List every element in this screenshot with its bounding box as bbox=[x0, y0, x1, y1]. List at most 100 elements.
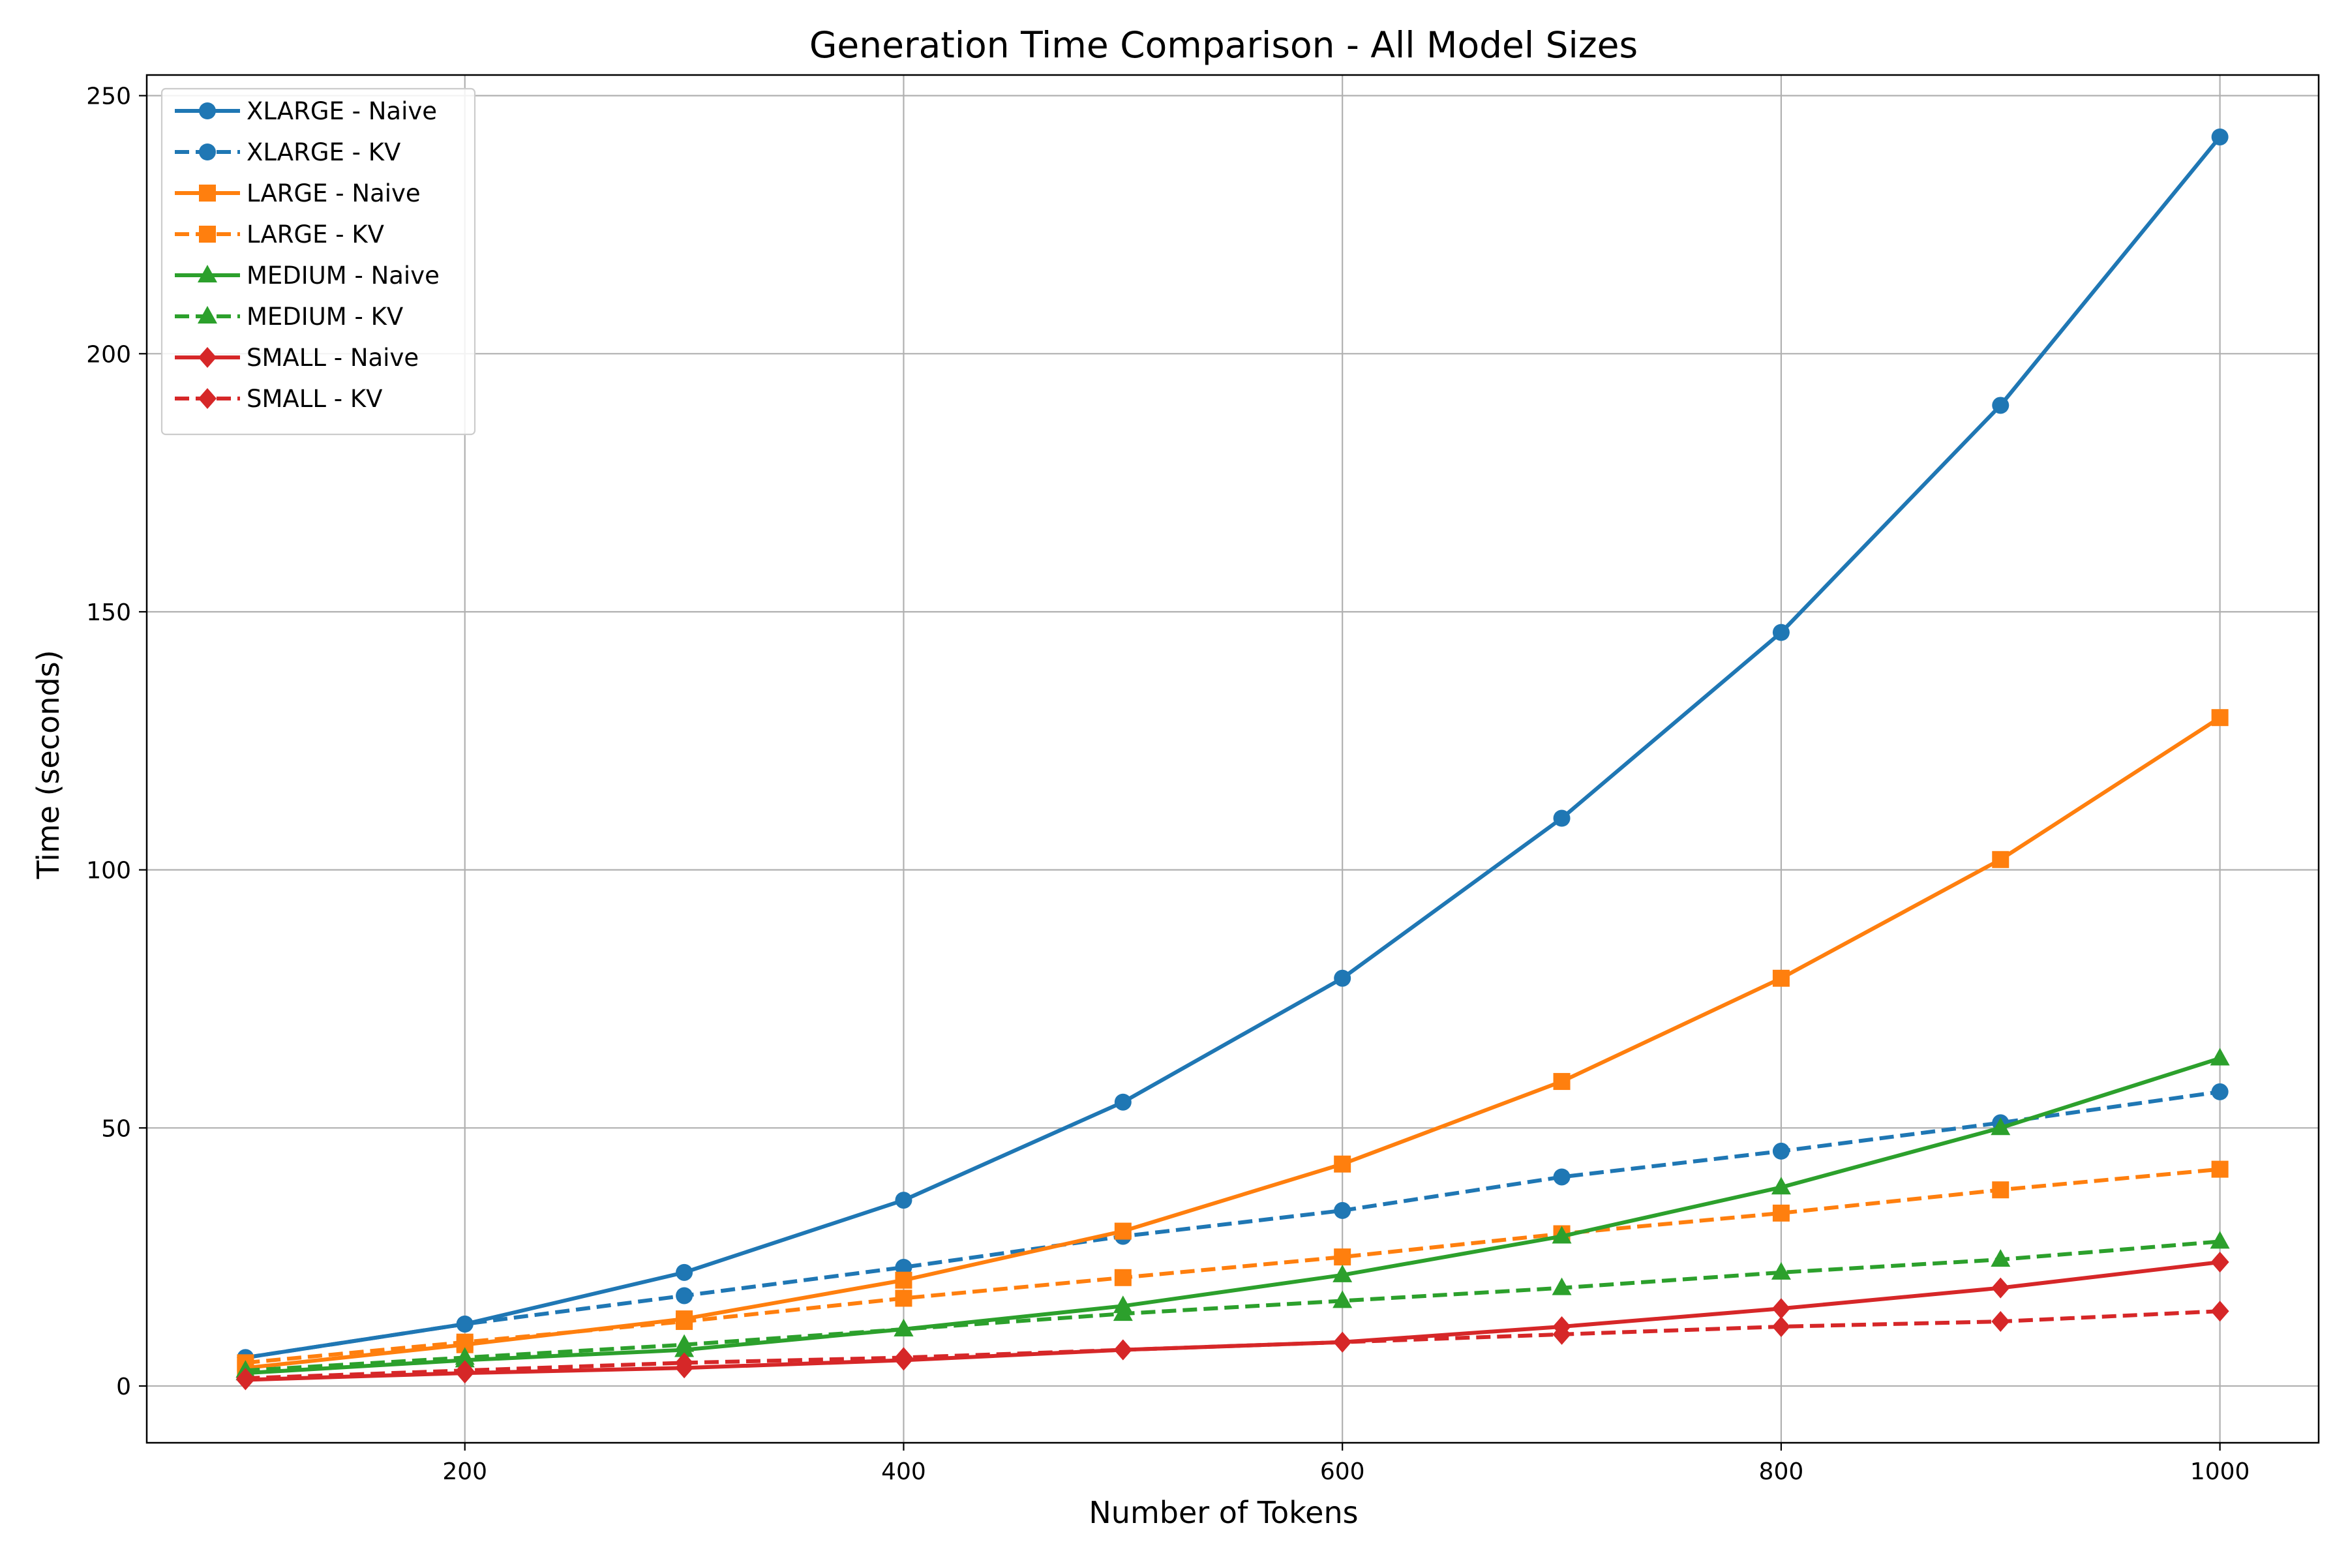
legend-label: MEDIUM - KV bbox=[247, 303, 403, 331]
data-point bbox=[456, 1315, 474, 1333]
data-point bbox=[2211, 1083, 2229, 1100]
series-line bbox=[245, 1239, 2220, 1373]
y-tick-label: 200 bbox=[86, 341, 131, 368]
data-point bbox=[1113, 1339, 1132, 1361]
data-point bbox=[676, 1287, 693, 1304]
data-point bbox=[894, 1347, 913, 1368]
legend-item: SMALL - Naive bbox=[175, 344, 419, 372]
y-tick-label: 100 bbox=[86, 858, 131, 884]
series-line bbox=[245, 1167, 2220, 1365]
data-point bbox=[1991, 1311, 2010, 1333]
data-point bbox=[1113, 1303, 1133, 1321]
data-point bbox=[1771, 1316, 1790, 1337]
legend-marker bbox=[199, 226, 216, 243]
y-tick-label: 150 bbox=[86, 599, 131, 626]
data-point bbox=[1552, 1226, 1572, 1244]
y-tick-label: 250 bbox=[86, 83, 131, 110]
data-point bbox=[1332, 1290, 1353, 1308]
x-tick-label: 1000 bbox=[2190, 1458, 2250, 1485]
data-point bbox=[2210, 1252, 2229, 1273]
y-tick-label: 0 bbox=[116, 1374, 131, 1400]
data-point bbox=[895, 1289, 912, 1307]
data-point bbox=[1334, 1248, 1351, 1266]
legend-item: LARGE - Naive bbox=[175, 179, 421, 207]
data-point bbox=[455, 1347, 475, 1365]
data-point bbox=[1991, 1117, 2011, 1136]
data-point bbox=[1333, 1331, 1352, 1353]
data-point bbox=[1992, 397, 2009, 414]
data-point bbox=[1114, 1269, 1132, 1286]
x-axis-title: Number of Tokens bbox=[1089, 1495, 1358, 1530]
data-point bbox=[1991, 1249, 2011, 1267]
legend-marker bbox=[198, 388, 217, 409]
series-line bbox=[245, 1089, 2221, 1360]
data-point bbox=[1992, 1181, 2009, 1199]
legend-item: XLARGE - Naive bbox=[175, 97, 437, 125]
data-point bbox=[1991, 1277, 2010, 1299]
data-point bbox=[1553, 1073, 1571, 1091]
data-point bbox=[236, 1368, 255, 1389]
data-point bbox=[455, 1360, 474, 1381]
data-point bbox=[1772, 1142, 1790, 1160]
x-tick-label: 800 bbox=[1759, 1458, 1804, 1485]
x-tick-label: 200 bbox=[442, 1458, 487, 1485]
series-line bbox=[245, 1056, 2221, 1376]
chart-title: Generation Time Comparison - All Model S… bbox=[809, 24, 1638, 66]
legend-item: MEDIUM - Naive bbox=[175, 262, 440, 290]
data-point bbox=[2210, 1231, 2230, 1249]
legend-marker bbox=[198, 306, 217, 324]
legend-item: LARGE - KV bbox=[175, 220, 384, 249]
legend-label: SMALL - Naive bbox=[247, 344, 419, 372]
data-point bbox=[1552, 1277, 1572, 1295]
data-point bbox=[1772, 1204, 1790, 1222]
data-point bbox=[676, 1263, 693, 1281]
series-small-kv bbox=[236, 1301, 2229, 1389]
legend-item: SMALL - KV bbox=[175, 385, 382, 413]
data-point bbox=[675, 1352, 694, 1374]
data-point bbox=[895, 1271, 912, 1289]
data-point bbox=[676, 1313, 693, 1331]
y-axis-title: Time (seconds) bbox=[31, 650, 66, 879]
legend-label: XLARGE - Naive bbox=[247, 97, 437, 125]
data-point bbox=[1334, 1201, 1351, 1219]
data-point bbox=[1992, 851, 2009, 868]
legend-label: LARGE - Naive bbox=[247, 179, 421, 207]
data-point bbox=[2210, 1048, 2230, 1066]
plot-area: 200 400 600 800 1000 0 50 100 150 200 250 bbox=[86, 74, 2320, 1485]
data-point bbox=[1553, 1168, 1571, 1186]
data-point bbox=[1332, 1264, 1353, 1282]
data-point bbox=[1771, 1261, 1791, 1280]
data-point bbox=[2211, 709, 2229, 727]
legend-item: MEDIUM - KV bbox=[175, 303, 403, 331]
data-point bbox=[1553, 809, 1571, 827]
data-point bbox=[2211, 128, 2229, 145]
axes-frame bbox=[145, 74, 2320, 1444]
data-point bbox=[894, 1318, 914, 1336]
series-line bbox=[245, 1309, 2220, 1381]
legend-marker bbox=[199, 185, 216, 202]
legend-marker bbox=[198, 265, 217, 282]
legend-label: MEDIUM - Naive bbox=[247, 262, 440, 290]
data-point bbox=[895, 1192, 912, 1209]
legend-label: LARGE - KV bbox=[247, 220, 384, 249]
legend-label: SMALL - KV bbox=[247, 385, 382, 413]
data-point bbox=[1771, 1298, 1790, 1319]
x-tick-label: 400 bbox=[881, 1458, 926, 1485]
data-point bbox=[1114, 1093, 1132, 1111]
data-point bbox=[1771, 1177, 1791, 1195]
data-point bbox=[2210, 1301, 2229, 1322]
data-point bbox=[1334, 1155, 1351, 1173]
legend-item: XLARGE - KV bbox=[175, 138, 400, 166]
legend-label: XLARGE - KV bbox=[247, 138, 400, 166]
y-tick-label: 50 bbox=[101, 1115, 131, 1142]
data-point bbox=[1114, 1222, 1132, 1240]
series-line bbox=[245, 716, 2221, 1370]
data-point bbox=[1772, 969, 1790, 987]
legend-marker bbox=[199, 102, 216, 119]
series-line bbox=[245, 136, 2221, 1360]
data-point bbox=[2211, 1160, 2229, 1178]
legend: XLARGE - Naive XLARGE - KV LARGE - Naive LA… bbox=[160, 87, 476, 436]
data-point bbox=[895, 1258, 912, 1276]
